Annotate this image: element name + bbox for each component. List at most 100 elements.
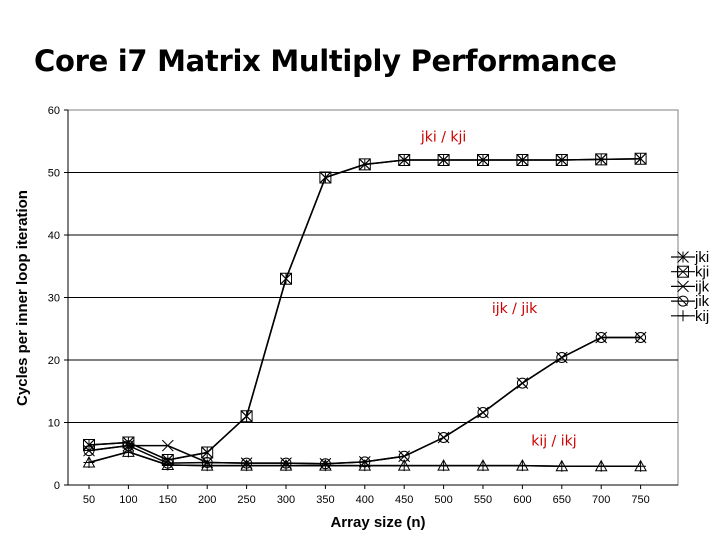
marker-stroke xyxy=(677,280,689,293)
marker-triangle xyxy=(200,459,214,471)
marker-square xyxy=(358,158,371,171)
data-point-ikj xyxy=(516,459,529,471)
x-tick-label: 700 xyxy=(592,494,610,506)
data-point-kji xyxy=(595,153,608,166)
annotation-label: jki / kji xyxy=(420,129,466,145)
data-point-kji xyxy=(437,154,450,166)
x-tick-label: 350 xyxy=(316,494,334,506)
marker-circle xyxy=(438,432,450,443)
data-point-ikj xyxy=(437,459,450,471)
marker-stroke xyxy=(438,432,449,443)
legend-label: kij xyxy=(695,308,709,325)
marker-square xyxy=(555,154,568,166)
series-ikj xyxy=(82,445,647,472)
legend-marker xyxy=(677,251,689,263)
legend-entry-jki: jki xyxy=(671,249,709,266)
data-point-kji xyxy=(280,272,292,285)
series-line-ikj xyxy=(88,451,641,467)
marker-triangle xyxy=(161,458,175,470)
legend-marker xyxy=(677,310,689,322)
legend-label: jki xyxy=(694,249,709,266)
data-point-ikj xyxy=(200,459,214,471)
marker-stroke xyxy=(83,439,95,451)
data-point-kji xyxy=(634,152,647,165)
marker-stroke xyxy=(556,352,567,363)
marker-stroke xyxy=(595,153,608,166)
marker-stroke xyxy=(517,378,528,388)
marker-square xyxy=(437,154,450,166)
y-tick-label: 30 xyxy=(48,293,60,305)
x-tick-label: 550 xyxy=(474,494,492,506)
marker-circle xyxy=(635,332,647,343)
x-tick-label: 50 xyxy=(83,494,95,506)
marker-triangle xyxy=(319,459,332,471)
x-tick-label: 400 xyxy=(356,494,374,506)
y-tick-label: 50 xyxy=(48,168,60,180)
x-tick-label: 100 xyxy=(119,494,137,506)
marker-stroke xyxy=(437,154,450,166)
series-layer xyxy=(82,152,647,472)
marker-circle xyxy=(677,295,689,307)
legend-entry-kij: kij xyxy=(671,308,709,325)
legend-marker xyxy=(677,265,689,278)
x-tick-label: 150 xyxy=(159,494,177,506)
marker-triangle xyxy=(555,459,569,472)
marker-stroke xyxy=(399,451,410,462)
marker-triangle xyxy=(594,459,608,472)
marker-stroke xyxy=(319,171,332,184)
marker-stroke xyxy=(596,332,607,343)
legend-marker xyxy=(677,280,689,293)
marker-triangle xyxy=(476,459,490,471)
marker-triangle xyxy=(82,455,96,468)
legend-label: ijk xyxy=(695,278,710,295)
data-point-kji xyxy=(240,410,253,423)
data-point-kji xyxy=(319,171,332,184)
marker-stroke xyxy=(678,296,688,306)
annotation-label: kij / ikj xyxy=(531,434,576,450)
data-point-jik xyxy=(438,432,450,443)
legend-marker xyxy=(677,295,689,307)
data-point-jik xyxy=(635,332,647,343)
marker-square xyxy=(516,154,529,166)
data-point-ikj xyxy=(397,459,411,471)
marker-stroke xyxy=(635,332,646,343)
marker-stroke xyxy=(478,407,488,418)
data-point-kji xyxy=(555,154,568,166)
marker-square xyxy=(240,410,253,423)
x-tick-label: 450 xyxy=(395,494,413,506)
data-point-kji xyxy=(477,154,489,166)
marker-circle xyxy=(516,377,528,389)
y-tick-label: 60 xyxy=(48,105,60,117)
marker-square xyxy=(477,154,489,166)
marker-stroke xyxy=(280,272,292,285)
x-tick-label: 600 xyxy=(513,494,531,506)
marker-square xyxy=(595,153,608,166)
data-point-ikj xyxy=(476,459,490,471)
legend-label: kji xyxy=(695,264,709,281)
marker-circle xyxy=(477,407,489,418)
data-point-ijk xyxy=(161,439,174,452)
marker-circle xyxy=(556,352,568,363)
legend-label: jik xyxy=(694,293,710,310)
data-point-ikj xyxy=(634,459,647,472)
marker-square xyxy=(677,265,689,278)
marker-square xyxy=(319,171,332,184)
data-point-ikj xyxy=(319,459,332,471)
marker-square xyxy=(280,272,292,285)
marker-stroke xyxy=(84,445,94,456)
marker-stroke xyxy=(516,154,529,166)
y-axis-title: Cycles per inner loop iteration xyxy=(14,190,31,406)
axes: 0 10 20 30 40 50 60 50 100 150 200 250 300 350 400 450 5… xyxy=(48,105,678,506)
marker-square xyxy=(398,154,411,166)
data-point-kji xyxy=(398,154,411,166)
data-point-ikj xyxy=(82,455,96,468)
y-tick-label: 0 xyxy=(54,480,60,492)
x-tick-label: 300 xyxy=(277,494,295,506)
marker-triangle xyxy=(122,445,135,457)
marker-triangle xyxy=(240,459,253,471)
legend-entry-ijk: ijk xyxy=(671,278,710,295)
grid-lines xyxy=(68,172,678,423)
data-point-ikj xyxy=(161,458,175,470)
